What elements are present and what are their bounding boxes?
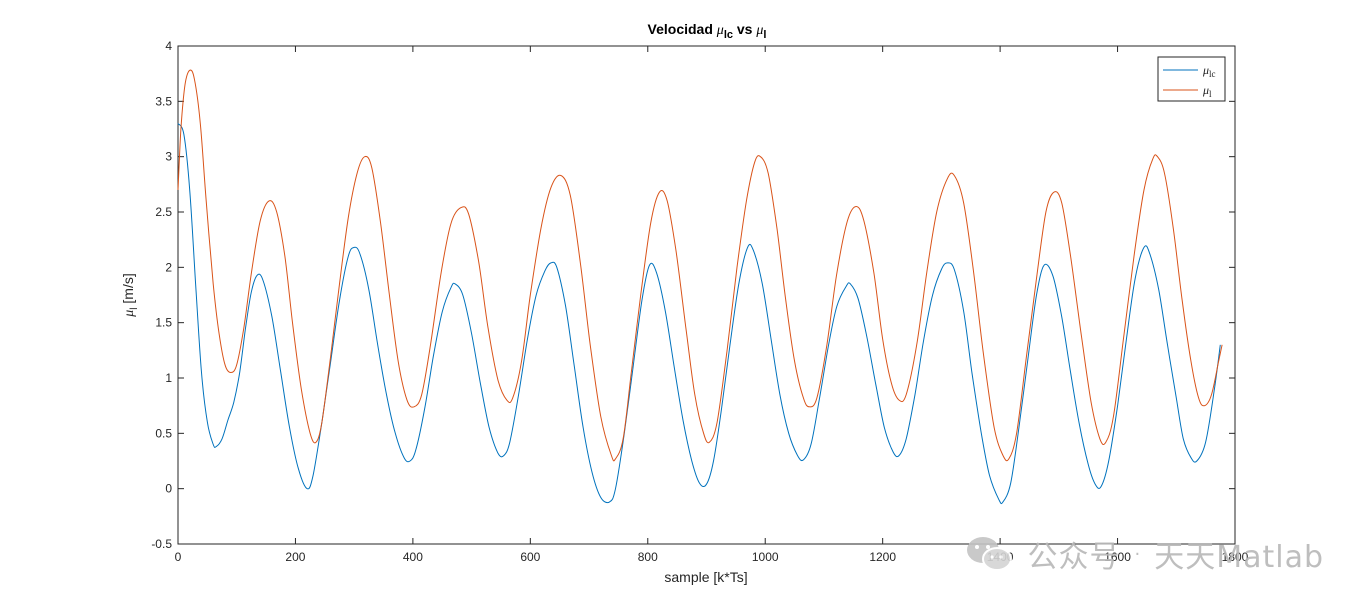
plot-area xyxy=(177,45,1236,545)
y-tick-label: 3.5 xyxy=(155,94,172,108)
y-tick-label: 3 xyxy=(165,150,172,164)
legend-box xyxy=(1157,56,1226,102)
chart-title: Velocidad μlc vs μl xyxy=(648,21,767,41)
watermark-brand: 天天Matlab xyxy=(1154,540,1324,575)
x-tick-label: 1200 xyxy=(869,550,896,564)
series-line-l xyxy=(177,69,1223,462)
y-tick-label: 2.5 xyxy=(155,205,172,219)
y-tick-label: 2 xyxy=(165,260,172,274)
y-tick-label: 0 xyxy=(165,482,172,496)
watermark-text: 公众号 xyxy=(1027,540,1121,575)
y-tick-label: -0.5 xyxy=(151,537,172,551)
watermark-separator: · xyxy=(1134,543,1141,565)
y-tick-label: 0.5 xyxy=(155,426,172,440)
x-tick-label: 800 xyxy=(638,550,658,564)
y-tick-label: 4 xyxy=(165,39,172,53)
x-tick-label: 0 xyxy=(175,550,182,564)
wechat-icon xyxy=(965,534,1013,574)
x-tick-label: 600 xyxy=(520,550,540,564)
x-tick-label: 400 xyxy=(403,550,423,564)
y-tick-label: 1.5 xyxy=(155,316,172,330)
x-axis-label: sample [k*Ts] xyxy=(664,569,747,585)
y-axis-label: μl [m/s] xyxy=(120,273,140,318)
legend-label-lc: μlc xyxy=(1202,63,1216,79)
x-tick-label: 1600 xyxy=(1104,550,1131,564)
x-tick-label: 200 xyxy=(285,550,305,564)
series-layer xyxy=(177,69,1223,505)
x-tick-label: 1800 xyxy=(1222,550,1249,564)
axis-ticks: 020040060080010001200140016001800-0.500.… xyxy=(151,39,1248,564)
legend-label-l: μl xyxy=(1202,83,1212,99)
x-tick-label: 1000 xyxy=(752,550,779,564)
y-tick-label: 1 xyxy=(165,371,172,385)
legend: μlc μl xyxy=(1157,56,1226,102)
watermark: 公众号 · 天天Matlab xyxy=(965,532,1324,576)
